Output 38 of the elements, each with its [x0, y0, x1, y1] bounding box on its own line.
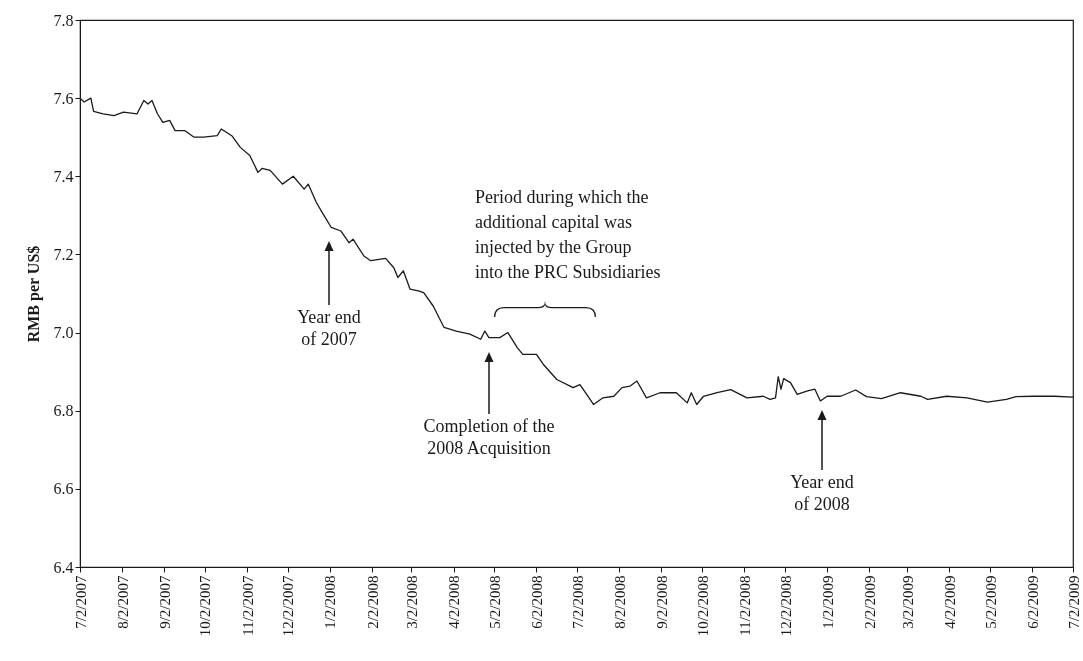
- y-axis-title: RMB per US$: [24, 245, 43, 343]
- x-tick-label: 4/2/2008: [446, 575, 463, 629]
- x-tick-label: 1/2/2009: [819, 575, 836, 629]
- y-tick-label: 7.8: [53, 11, 74, 29]
- x-tick-label: 1/2/2008: [322, 575, 339, 629]
- x-tick-label: 5/2/2009: [982, 575, 999, 629]
- y-tick-label: 7.0: [53, 324, 74, 342]
- annotation: Period during which the additional capital was injected by the Group into the PRC Subsidiaries: [475, 187, 661, 282]
- y-tick-label: 6.6: [53, 480, 74, 498]
- x-tick-label: 7/2/2007: [72, 575, 89, 629]
- x-tick-label: 4/2/2009: [941, 575, 958, 629]
- x-tick-label: 3/2/2009: [899, 575, 916, 629]
- x-tick-label: 8/2/2007: [114, 575, 131, 629]
- x-tick-label: 6/2/2009: [1024, 575, 1041, 629]
- x-tick-label: 2/2/2009: [861, 575, 878, 629]
- x-tick-label: 10/2/2008: [694, 575, 711, 637]
- annotation: Year end of 2007: [297, 307, 361, 349]
- y-tick-label: 7.2: [53, 245, 74, 263]
- y-tick-label: 7.4: [53, 167, 74, 185]
- annotation: Year end of 2008: [790, 472, 854, 514]
- x-tick-label: 12/2/2008: [777, 575, 794, 637]
- x-tick-label: 11/2/2007: [239, 575, 256, 636]
- x-tick-label: 7/2/2009: [1065, 575, 1082, 629]
- annotation: Completion of the 2008 Acquisition: [423, 416, 555, 458]
- x-tick-label: 8/2/2008: [611, 575, 628, 629]
- x-tick-label: 6/2/2008: [528, 575, 545, 629]
- x-tick-label: 11/2/2008: [736, 575, 753, 636]
- x-tick-label: 9/2/2008: [653, 575, 670, 629]
- x-tick-label: 10/2/2007: [197, 575, 214, 637]
- y-tick-label: 7.6: [53, 89, 74, 107]
- y-tick-label: 6.8: [53, 402, 74, 420]
- x-tick-label: 2/2/2008: [364, 575, 381, 629]
- x-tick-label: 7/2/2008: [569, 575, 586, 629]
- x-tick-label: 9/2/2007: [156, 575, 173, 629]
- x-tick-label: 5/2/2008: [486, 575, 503, 629]
- x-tick-label: 12/2/2007: [280, 575, 297, 637]
- x-tick-label: 3/2/2008: [403, 575, 420, 629]
- y-tick-label: 6.4: [53, 558, 74, 576]
